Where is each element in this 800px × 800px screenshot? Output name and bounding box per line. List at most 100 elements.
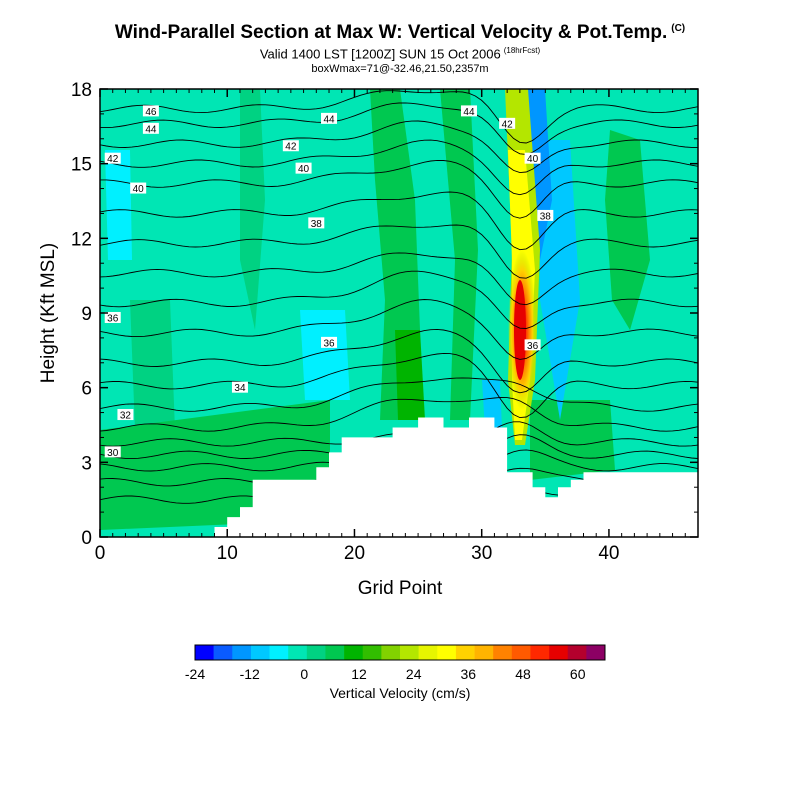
contour-label: 44 xyxy=(145,124,157,135)
contour-label-box xyxy=(130,182,147,194)
colorbar-tick-label: 36 xyxy=(461,666,477,682)
contour-label-box xyxy=(460,105,477,117)
chart-info-line: boxWmax=71@-32.46,21.50,2357m xyxy=(311,63,489,75)
contour-label-box xyxy=(282,140,299,152)
x-axis-label: Grid Point xyxy=(358,578,443,599)
colorbar-tick-label: -12 xyxy=(240,666,260,682)
colorbar-swatch xyxy=(362,645,382,660)
colorbar-tick-label: 60 xyxy=(570,666,586,682)
contour-label-box xyxy=(231,381,248,393)
contour-label-box xyxy=(308,217,325,229)
colorbar-tick-label: -24 xyxy=(185,666,205,682)
colorbar-swatch xyxy=(344,645,364,660)
contour-label-box xyxy=(321,336,338,348)
theta-contour-line xyxy=(100,270,698,329)
theta-contour-line xyxy=(100,224,698,279)
updraft-max xyxy=(514,280,526,380)
y-tick-label: 15 xyxy=(71,155,92,176)
chart-title: Wind-Parallel Section at Max W: Vertical… xyxy=(114,22,686,43)
colorbar-swatch xyxy=(195,645,214,660)
colorbar-swatch xyxy=(437,645,457,660)
y-tick-label: 6 xyxy=(81,379,92,400)
colorbar-swatch xyxy=(381,645,401,660)
contour-label: 38 xyxy=(311,219,323,230)
x-tick-label: 30 xyxy=(471,543,492,564)
contour-label: 44 xyxy=(323,114,335,125)
colorbar-swatch xyxy=(455,645,475,660)
colorbar-tick-label: 12 xyxy=(351,666,367,682)
colorbar-swatch xyxy=(418,645,438,660)
contour-label: 42 xyxy=(502,119,514,130)
contour-label: 42 xyxy=(107,154,119,165)
theta-contour-line xyxy=(100,352,698,419)
contour-label: 46 xyxy=(145,107,157,118)
contour-label: 38 xyxy=(540,211,552,222)
updraft-band xyxy=(395,330,425,420)
contour-label-box xyxy=(499,117,516,129)
colorbar-swatch xyxy=(325,645,345,660)
colorbar-swatch xyxy=(474,645,494,660)
updraft-band xyxy=(530,400,615,480)
vertical-velocity-field xyxy=(100,89,698,537)
contour-label: 34 xyxy=(234,383,246,394)
contour-label: 42 xyxy=(285,142,297,153)
updraft-band xyxy=(130,300,175,430)
contour-label: 36 xyxy=(107,313,119,324)
contour-label: 30 xyxy=(107,448,119,459)
colorbar-swatch xyxy=(400,645,419,660)
x-tick-label: 0 xyxy=(95,543,106,564)
theta-contour-line xyxy=(100,159,698,219)
subtitle-note: (18hrFcst) xyxy=(503,46,541,55)
colorbar-swatch xyxy=(530,645,550,660)
contour-label-box xyxy=(537,209,554,221)
title-mark: (C) xyxy=(671,22,686,34)
contour-label: 40 xyxy=(298,164,310,175)
contour-label: 40 xyxy=(527,154,539,165)
colorbar-tick-label: 0 xyxy=(300,666,308,682)
contour-label: 36 xyxy=(527,341,539,352)
x-tick-label: 40 xyxy=(598,543,619,564)
theta-contour-line xyxy=(100,377,698,412)
terrain-mask xyxy=(100,417,698,537)
colorbar: -24 -12 0 12 24 36 48 60 xyxy=(185,644,606,682)
contour-label-box xyxy=(104,311,121,323)
contour-label-box xyxy=(321,112,338,124)
colorbar-swatch xyxy=(511,645,531,660)
colorbar-label: Vertical Velocity (cm/s) xyxy=(330,685,471,701)
theta-contour-line xyxy=(100,139,698,196)
x-tick-label: 10 xyxy=(217,543,238,564)
theta-contour-line xyxy=(100,120,698,174)
contour-label: 36 xyxy=(323,338,335,349)
colorbar-swatch xyxy=(213,645,233,660)
contour-label: 40 xyxy=(133,184,145,195)
theta-contour-line xyxy=(100,191,698,251)
terrain-profile xyxy=(100,417,698,537)
contour-label-box xyxy=(524,152,541,164)
contour-label: 44 xyxy=(463,107,475,118)
colorbar-swatch xyxy=(586,645,606,660)
chart-subtitle: Valid 1400 LST [1200Z] SUN 15 Oct 2006 (1… xyxy=(259,46,541,62)
colorbar-swatch xyxy=(250,645,270,660)
colorbar-tick-label: 24 xyxy=(406,666,422,682)
theta-contour-line xyxy=(100,396,698,432)
theta-contour-line xyxy=(100,90,698,144)
theta-contour-line xyxy=(100,299,698,360)
y-tick-label: 0 xyxy=(81,528,92,549)
colorbar-swatch xyxy=(493,645,513,660)
colorbar-swatch xyxy=(567,645,587,660)
colorbar-swatch xyxy=(306,645,326,660)
contour-label-box xyxy=(142,122,159,134)
downdraft-band xyxy=(300,310,350,400)
colorbar-swatch xyxy=(269,645,289,660)
contour-label: 32 xyxy=(120,411,132,422)
y-tick-label: 18 xyxy=(71,80,92,101)
contour-label-box xyxy=(295,162,312,174)
y-tick-label: 9 xyxy=(81,304,92,325)
colorbar-swatch xyxy=(288,645,308,660)
contour-label-box xyxy=(524,339,541,351)
downdraft-band xyxy=(105,150,132,260)
y-tick-label: 3 xyxy=(81,453,92,474)
